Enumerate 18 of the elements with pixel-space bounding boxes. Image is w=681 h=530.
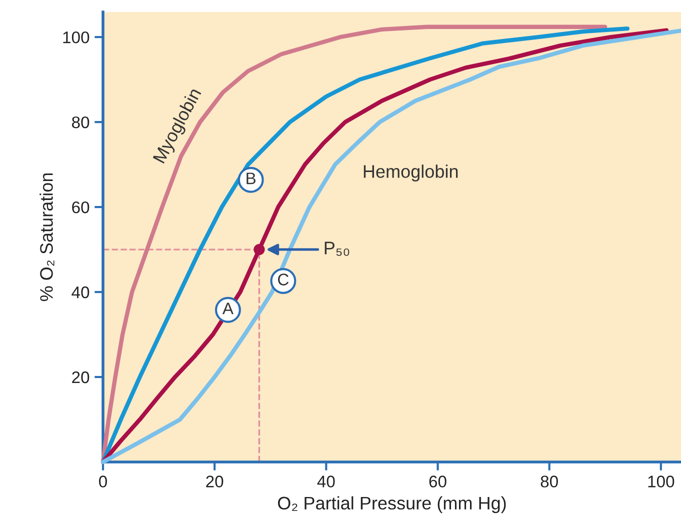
y-tick-label: 80 <box>72 116 90 128</box>
annotation: A <box>222 302 234 314</box>
x-tick-label: 20 <box>206 476 224 488</box>
x-tick-label: 40 <box>317 476 335 488</box>
x-tick-label: 0 <box>99 476 107 488</box>
x-tick-label: 100 <box>648 476 674 488</box>
x-tick-label: 60 <box>429 476 446 488</box>
x-tick-label: 80 <box>540 476 558 488</box>
y-tick-label: 40 <box>72 286 90 298</box>
annotation: P₅₀ <box>324 242 350 256</box>
annotation: B <box>246 172 256 184</box>
y-tick-label: 100 <box>63 31 90 44</box>
annotation: Hemoglobin <box>364 164 458 182</box>
x-axis-title: O₂ Partial Pressure (mm Hg) <box>278 496 506 514</box>
y-tick-label: 60 <box>72 201 90 214</box>
y-axis-title: % O₂ Saturation <box>40 173 54 302</box>
y-tick-label: 20 <box>72 371 90 384</box>
annotation: C <box>278 274 289 286</box>
